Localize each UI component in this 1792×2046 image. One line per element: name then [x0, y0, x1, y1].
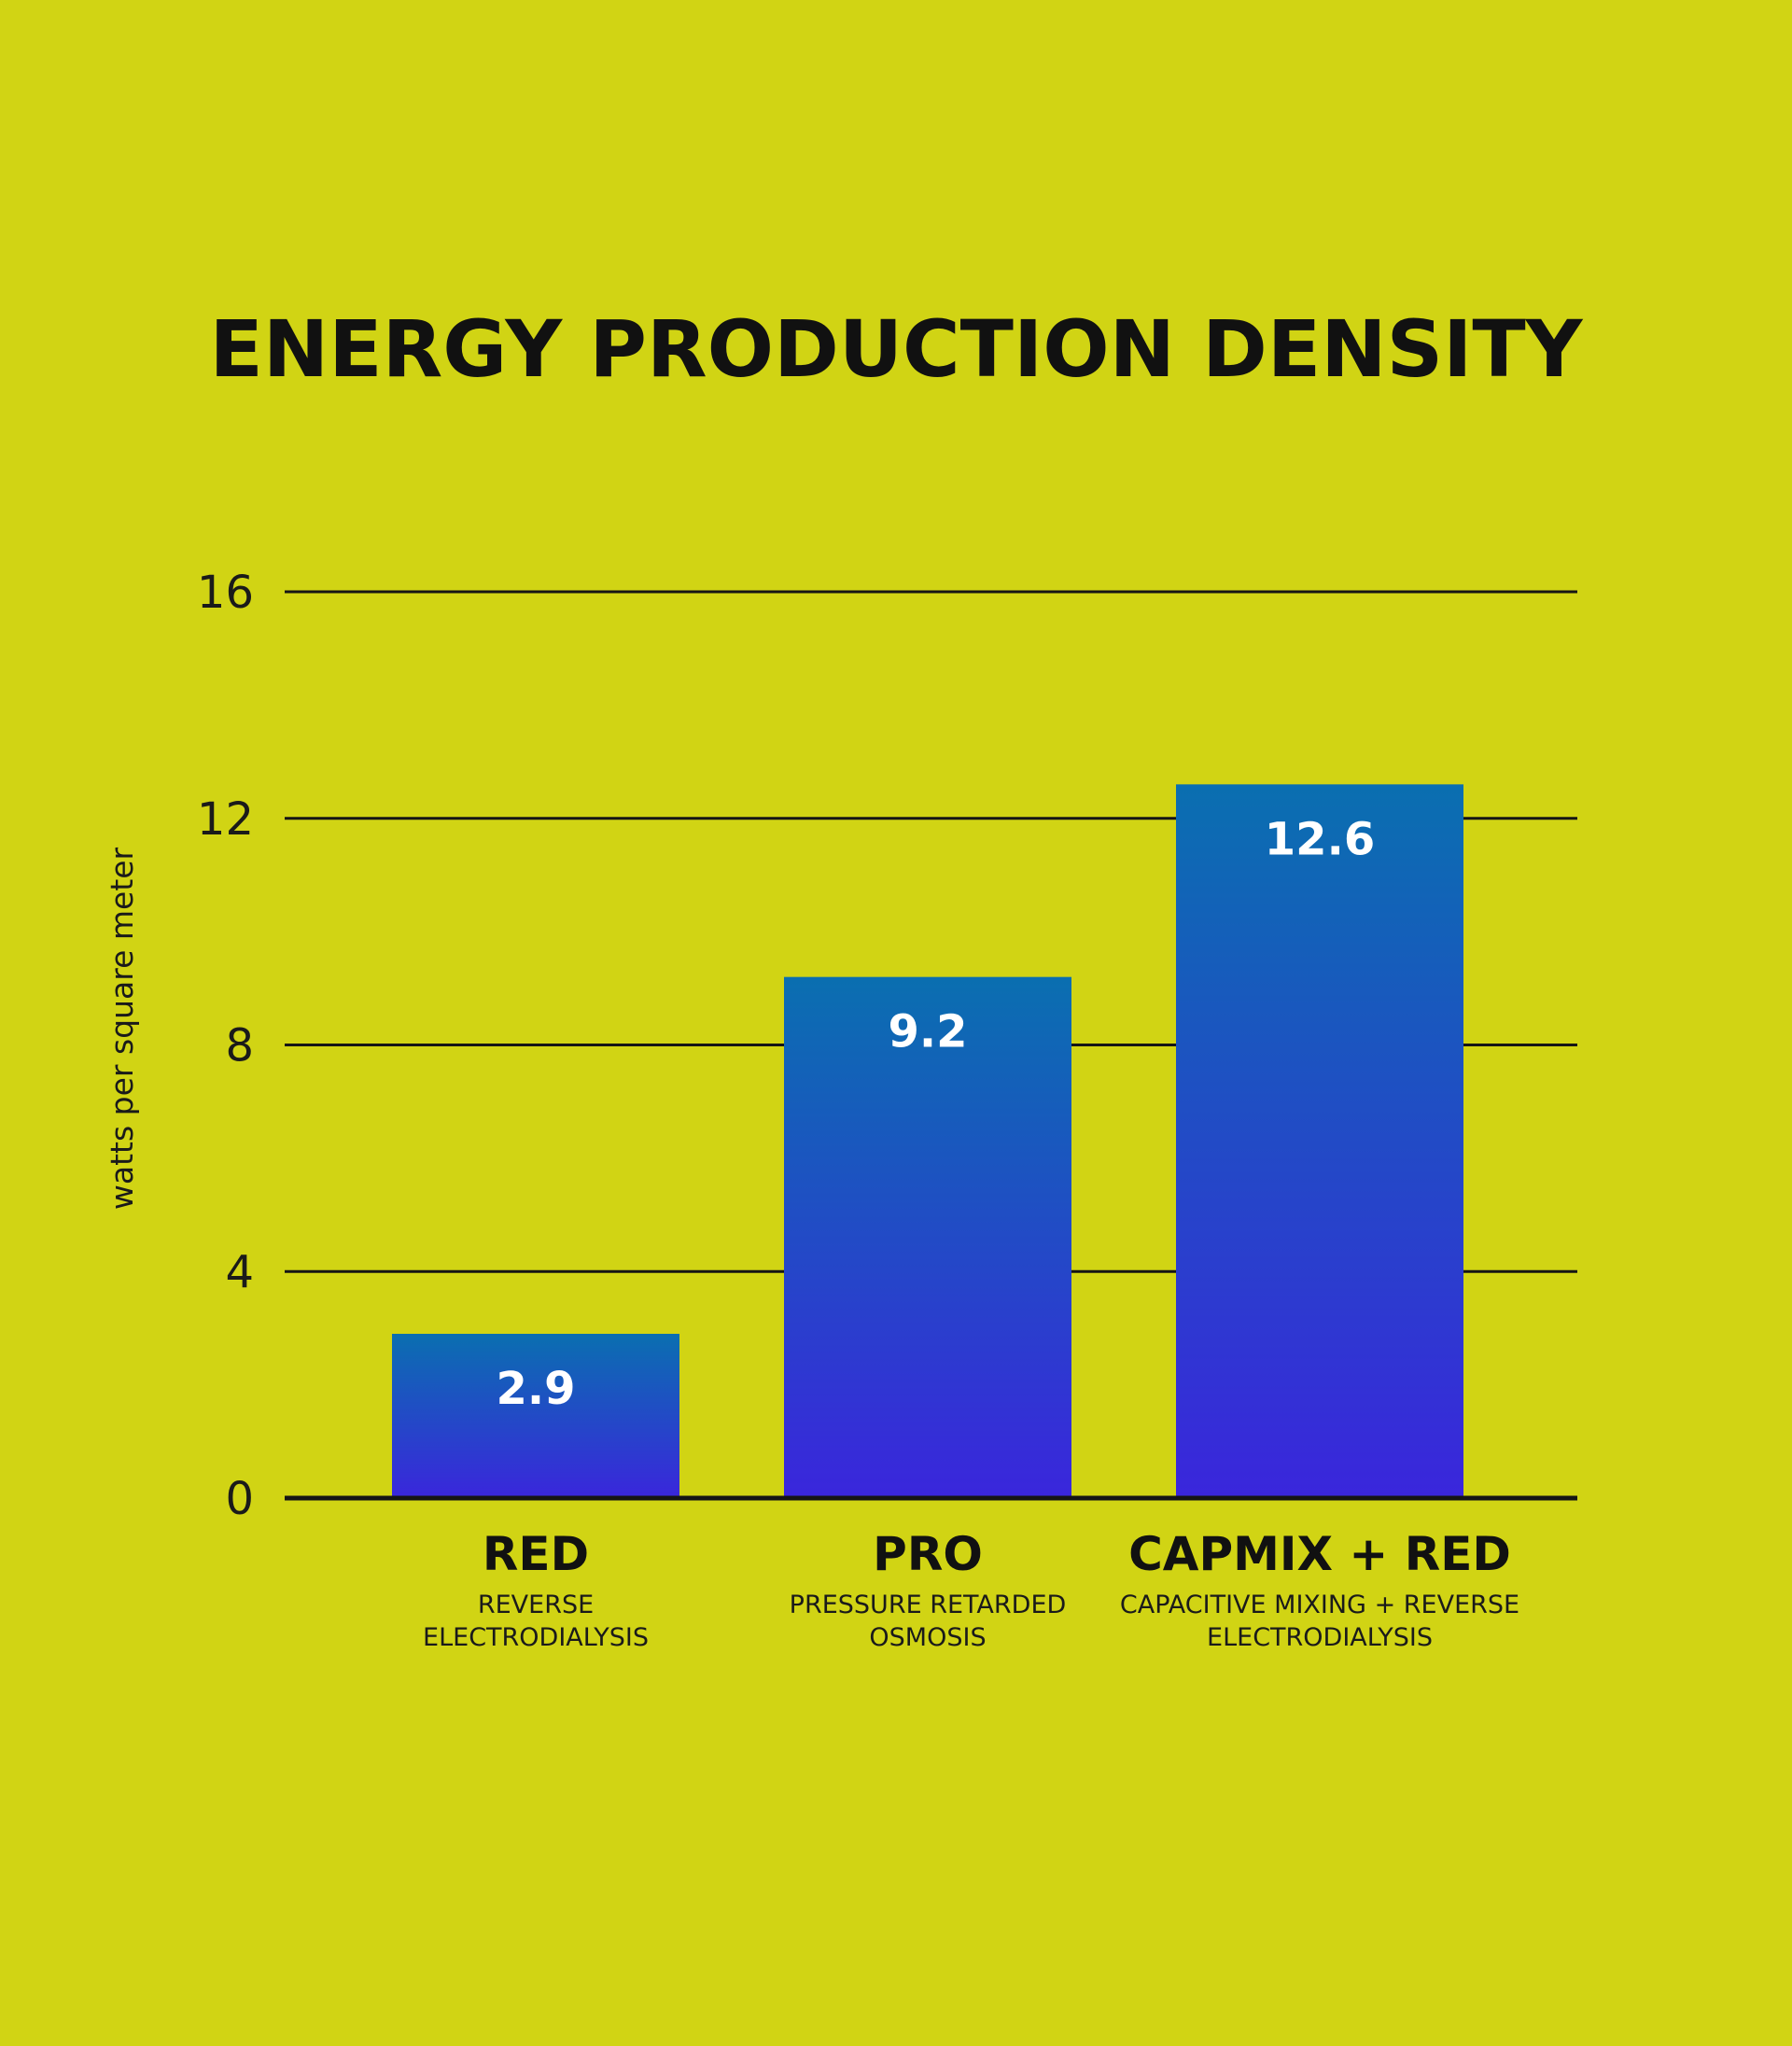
category-label: PRO — [873, 1527, 983, 1581]
chart-title: ENERGY PRODUCTION DENSITY — [210, 303, 1584, 395]
category-subtitle: REVERSE — [478, 1591, 594, 1619]
y-tick-label: 0 — [225, 1473, 254, 1525]
bar-capmix-red — [1176, 784, 1463, 1498]
y-tick-label: 16 — [197, 567, 254, 619]
value-labels: 2.9 9.2 12.6 — [496, 813, 1375, 1415]
y-tick-label: 12 — [197, 793, 254, 846]
value-label: 12.6 — [1265, 813, 1375, 865]
bars — [392, 784, 1463, 1498]
y-tick-labels: 0 4 8 12 16 — [197, 567, 254, 1525]
category-subtitle: PRESSURE RETARDED — [790, 1591, 1067, 1619]
bar-pro — [784, 976, 1071, 1498]
y-tick-label: 4 — [225, 1246, 254, 1298]
category-labels: RED REVERSE ELECTRODIALYSIS PRO PRESSURE RET… — [423, 1527, 1519, 1652]
value-label: 9.2 — [888, 1006, 967, 1058]
bar-red — [392, 1334, 679, 1498]
value-label: 2.9 — [496, 1363, 575, 1415]
category-subtitle: CAPACITIVE MIXING + REVERSE — [1120, 1591, 1519, 1619]
category-subtitle: ELECTRODIALYSIS — [1207, 1623, 1433, 1652]
category-subtitle: OSMOSIS — [869, 1623, 986, 1652]
category-subtitle: ELECTRODIALYSIS — [423, 1623, 649, 1652]
category-label: RED — [483, 1527, 589, 1581]
y-axis-label: watts per square meter — [104, 847, 140, 1210]
category-label: CAPMIX + RED — [1128, 1527, 1511, 1581]
y-tick-label: 8 — [225, 1020, 254, 1072]
